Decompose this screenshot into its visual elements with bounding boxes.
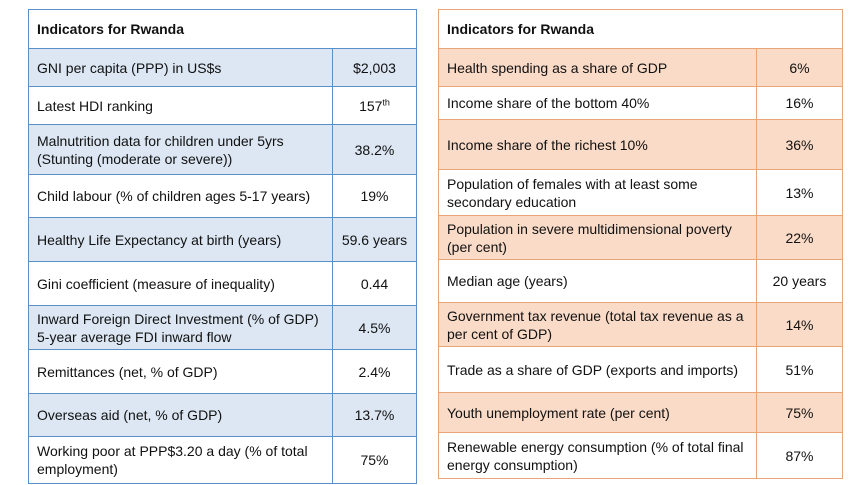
table-row: Working poor at PPP$3.20 a day (% of tot… (28, 436, 417, 484)
row-value: 22% (756, 215, 843, 260)
table-row: Renewable energy consumption (% of total… (438, 432, 843, 479)
row-label: Population of females with at least some… (438, 169, 757, 216)
table-header-row: Indicators for Rwanda (28, 9, 417, 49)
table-row: Income share of the bottom 40% 16% (438, 86, 843, 120)
rwanda-indicators-table-left: Indicators for Rwanda GNI per capita (PP… (28, 9, 417, 484)
row-value-cell: 157th (332, 86, 417, 125)
table-row: Median age (years) 20 years (438, 259, 843, 303)
row-value: 13.7% (332, 393, 417, 437)
table-title: Indicators for Rwanda (438, 9, 843, 49)
row-label: Health spending as a share of GDP (438, 48, 757, 87)
row-label: Remittances (net, % of GDP) (28, 349, 333, 394)
row-label: Youth unemployment rate (per cent) (438, 392, 757, 433)
row-value: 6% (756, 48, 843, 87)
row-label: Latest HDI ranking (28, 86, 333, 125)
row-value: 157 (359, 97, 383, 114)
row-label: Income share of the richest 10% (438, 119, 757, 170)
row-value: 4.5% (332, 305, 417, 350)
row-label: Income share of the bottom 40% (438, 86, 757, 120)
table-row: Government tax revenue (total tax revenu… (438, 302, 843, 347)
row-value: 19% (332, 174, 417, 218)
row-value: 59.6 years (332, 217, 417, 262)
row-label: Population in severe multidimensional po… (438, 215, 757, 260)
table-row: Population in severe multidimensional po… (438, 215, 843, 260)
row-value: 14% (756, 302, 843, 347)
table-row: Malnutrition data for children under 5yr… (28, 124, 417, 175)
rwanda-indicators-table-right: Indicators for Rwanda Health spending as… (438, 9, 843, 479)
row-value: 13% (756, 169, 843, 216)
row-label: Median age (years) (438, 259, 757, 303)
row-value: $2,003 (332, 48, 417, 87)
table-row: Latest HDI ranking 157th (28, 86, 417, 125)
row-label: Inward Foreign Direct Investment (% of G… (28, 305, 333, 350)
row-label: Gini coefficient (measure of inequality) (28, 261, 333, 306)
row-label: Child labour (% of children ages 5-17 ye… (28, 174, 333, 218)
row-value-superscript: th (382, 96, 390, 107)
table-row: Youth unemployment rate (per cent) 75% (438, 392, 843, 433)
table-title: Indicators for Rwanda (28, 9, 417, 49)
table-row: Healthy Life Expectancy at birth (years)… (28, 217, 417, 262)
row-label: Malnutrition data for children under 5yr… (28, 124, 333, 175)
row-label: GNI per capita (PPP) in US$s (28, 48, 333, 87)
table-row: Inward Foreign Direct Investment (% of G… (28, 305, 417, 350)
table-row: Child labour (% of children ages 5-17 ye… (28, 174, 417, 218)
row-label: Government tax revenue (total tax revenu… (438, 302, 757, 347)
table-row: Trade as a share of GDP (exports and imp… (438, 346, 843, 393)
row-label: Working poor at PPP$3.20 a day (% of tot… (28, 436, 333, 484)
row-value: 51% (756, 346, 843, 393)
table-row: Income share of the richest 10% 36% (438, 119, 843, 170)
row-value: 38.2% (332, 124, 417, 175)
row-value: 36% (756, 119, 843, 170)
table-row: Gini coefficient (measure of inequality)… (28, 261, 417, 306)
row-value: 75% (756, 392, 843, 433)
table-row: Overseas aid (net, % of GDP) 13.7% (28, 393, 417, 437)
row-value: 0.44 (332, 261, 417, 306)
table-row: GNI per capita (PPP) in US$s $2,003 (28, 48, 417, 87)
table-header-row: Indicators for Rwanda (438, 9, 843, 49)
table-row: Health spending as a share of GDP 6% (438, 48, 843, 87)
row-label: Healthy Life Expectancy at birth (years) (28, 217, 333, 262)
table-row: Remittances (net, % of GDP) 2.4% (28, 349, 417, 394)
row-value: 16% (756, 86, 843, 120)
row-value: 75% (332, 436, 417, 484)
table-row: Population of females with at least some… (438, 169, 843, 216)
row-label: Renewable energy consumption (% of total… (438, 432, 757, 479)
row-value: 87% (756, 432, 843, 479)
row-value: 2.4% (332, 349, 417, 394)
row-label: Overseas aid (net, % of GDP) (28, 393, 333, 437)
row-label: Trade as a share of GDP (exports and imp… (438, 346, 757, 393)
row-value: 20 years (756, 259, 843, 303)
